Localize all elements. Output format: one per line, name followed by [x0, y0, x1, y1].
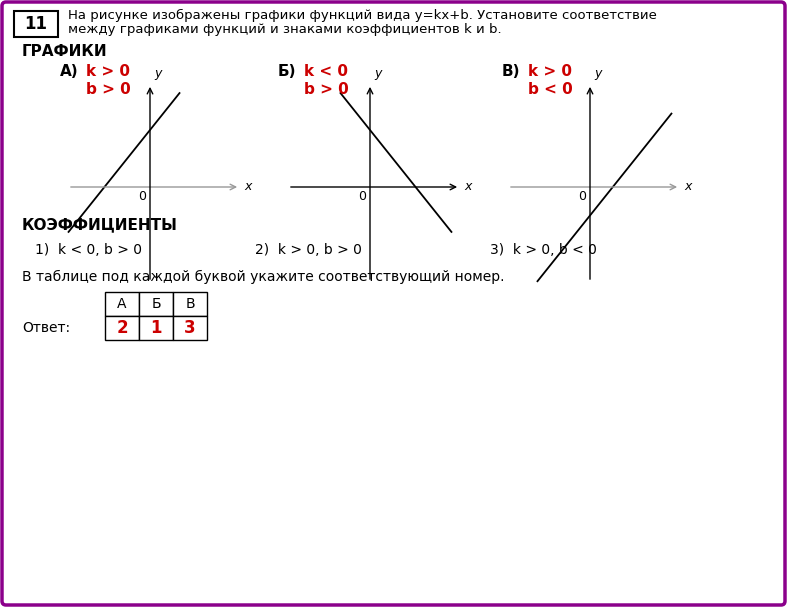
Text: Б: Б	[151, 297, 161, 311]
Bar	[105, 316, 139, 340]
Text: 1: 1	[150, 319, 162, 337]
Text: КОЭФФИЦИЕНТЫ: КОЭФФИЦИЕНТЫ	[22, 217, 178, 232]
Text: b > 0: b > 0	[86, 81, 131, 97]
Text: А: А	[117, 297, 127, 311]
Text: x: x	[244, 180, 251, 194]
Text: На рисунке изображены графики функций вида y=kx+b. Установите соответствие: На рисунке изображены графики функций ви…	[68, 8, 657, 21]
Bar	[105, 292, 139, 316]
Text: y: y	[154, 67, 161, 80]
Text: 0: 0	[578, 191, 586, 203]
Text: k < 0: k < 0	[304, 64, 348, 80]
Text: 0: 0	[138, 191, 146, 203]
Bar	[139, 292, 173, 316]
Text: y: y	[374, 67, 382, 80]
Text: 2: 2	[116, 319, 127, 337]
Bar	[173, 316, 207, 340]
Text: Ответ:: Ответ:	[22, 321, 70, 335]
Text: k > 0: k > 0	[86, 64, 130, 80]
Bar	[14, 11, 58, 37]
Text: 11: 11	[24, 15, 47, 33]
Bar	[139, 316, 173, 340]
Text: 2)  k > 0, b > 0: 2) k > 0, b > 0	[255, 243, 362, 257]
Text: А): А)	[60, 64, 79, 80]
Text: 0: 0	[358, 191, 366, 203]
Text: x: x	[684, 180, 691, 194]
Text: x: x	[464, 180, 471, 194]
Text: В: В	[185, 297, 195, 311]
Bar	[173, 292, 207, 316]
Text: В таблице под каждой буквой укажите соответствующий номер.: В таблице под каждой буквой укажите соот…	[22, 270, 504, 284]
Text: b < 0: b < 0	[528, 81, 573, 97]
Text: между графиками функций и знаками коэффициентов k и b.: между графиками функций и знаками коэффи…	[68, 24, 501, 36]
Text: ГРАФИКИ: ГРАФИКИ	[22, 44, 108, 59]
Text: k > 0: k > 0	[528, 64, 572, 80]
Text: 3: 3	[184, 319, 196, 337]
Text: 3)  k > 0, b < 0: 3) k > 0, b < 0	[490, 243, 597, 257]
Text: b > 0: b > 0	[304, 81, 349, 97]
Text: y: y	[594, 67, 601, 80]
Text: 1)  k < 0, b > 0: 1) k < 0, b > 0	[35, 243, 142, 257]
Text: Б): Б)	[278, 64, 297, 80]
Text: В): В)	[502, 64, 520, 80]
